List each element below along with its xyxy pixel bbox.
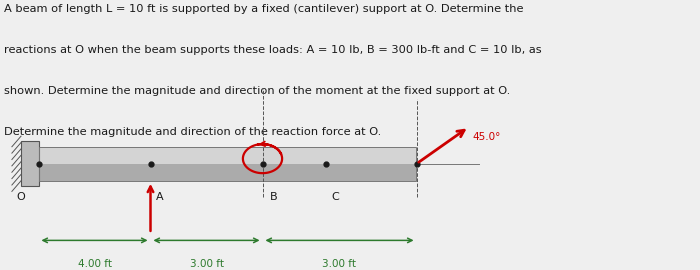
Text: 45.0°: 45.0° [473,132,501,142]
Bar [38,164,416,181]
Bar [38,147,416,164]
Text: B: B [270,191,277,201]
Text: 3.00 ft: 3.00 ft [323,259,356,269]
Text: 4.00 ft: 4.00 ft [78,259,111,269]
Bar [38,147,416,181]
Text: Determine the magnitude and direction of the reaction force at O.: Determine the magnitude and direction of… [4,127,381,137]
Text: shown. Determine the magnitude and direction of the moment at the fixed support : shown. Determine the magnitude and direc… [4,86,510,96]
Bar [21,141,38,186]
Text: reactions at O when the beam supports these loads: A = 10 lb, B = 300 lb-ft and : reactions at O when the beam supports th… [4,45,541,55]
Text: 3.00 ft: 3.00 ft [190,259,223,269]
Text: O: O [17,191,25,201]
Text: C: C [331,191,339,201]
Text: A beam of length L = 10 ft is supported by a fixed (cantilever) support at O. De: A beam of length L = 10 ft is supported … [4,4,523,14]
Text: A: A [156,191,164,201]
